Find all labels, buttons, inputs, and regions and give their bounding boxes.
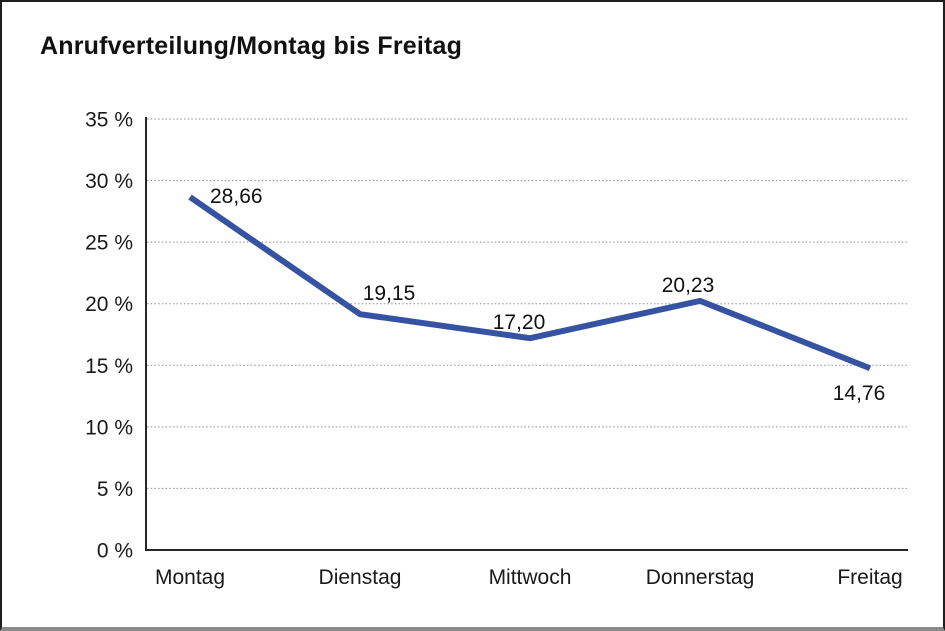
data-point-label: 20,23 — [662, 274, 715, 297]
data-point-label: 17,20 — [493, 311, 546, 334]
y-tick-label: 35 % — [85, 109, 133, 132]
data-point-label: 19,15 — [363, 282, 416, 305]
data-point-label: 14,76 — [833, 382, 886, 405]
x-category-label: Mittwoch — [489, 566, 572, 589]
y-tick-label: 5 % — [97, 478, 133, 501]
x-category-label: Donnerstag — [646, 566, 755, 589]
series-line — [188, 194, 872, 372]
chart-title: Anrufverteilung/Montag bis Freitag — [40, 32, 463, 60]
data-point-label: 28,66 — [210, 185, 263, 208]
y-tick-label: 15 % — [85, 355, 133, 378]
x-category-label: Dienstag — [319, 566, 402, 589]
y-tick-label: 25 % — [85, 232, 133, 255]
y-tick-label: 10 % — [85, 416, 133, 439]
x-category-label: Freitag — [837, 566, 902, 589]
y-tick-label: 30 % — [85, 170, 133, 193]
x-category-label: Montag — [155, 566, 225, 589]
y-tick-label: 20 % — [85, 293, 133, 316]
y-tick-label: 0 % — [97, 540, 133, 563]
